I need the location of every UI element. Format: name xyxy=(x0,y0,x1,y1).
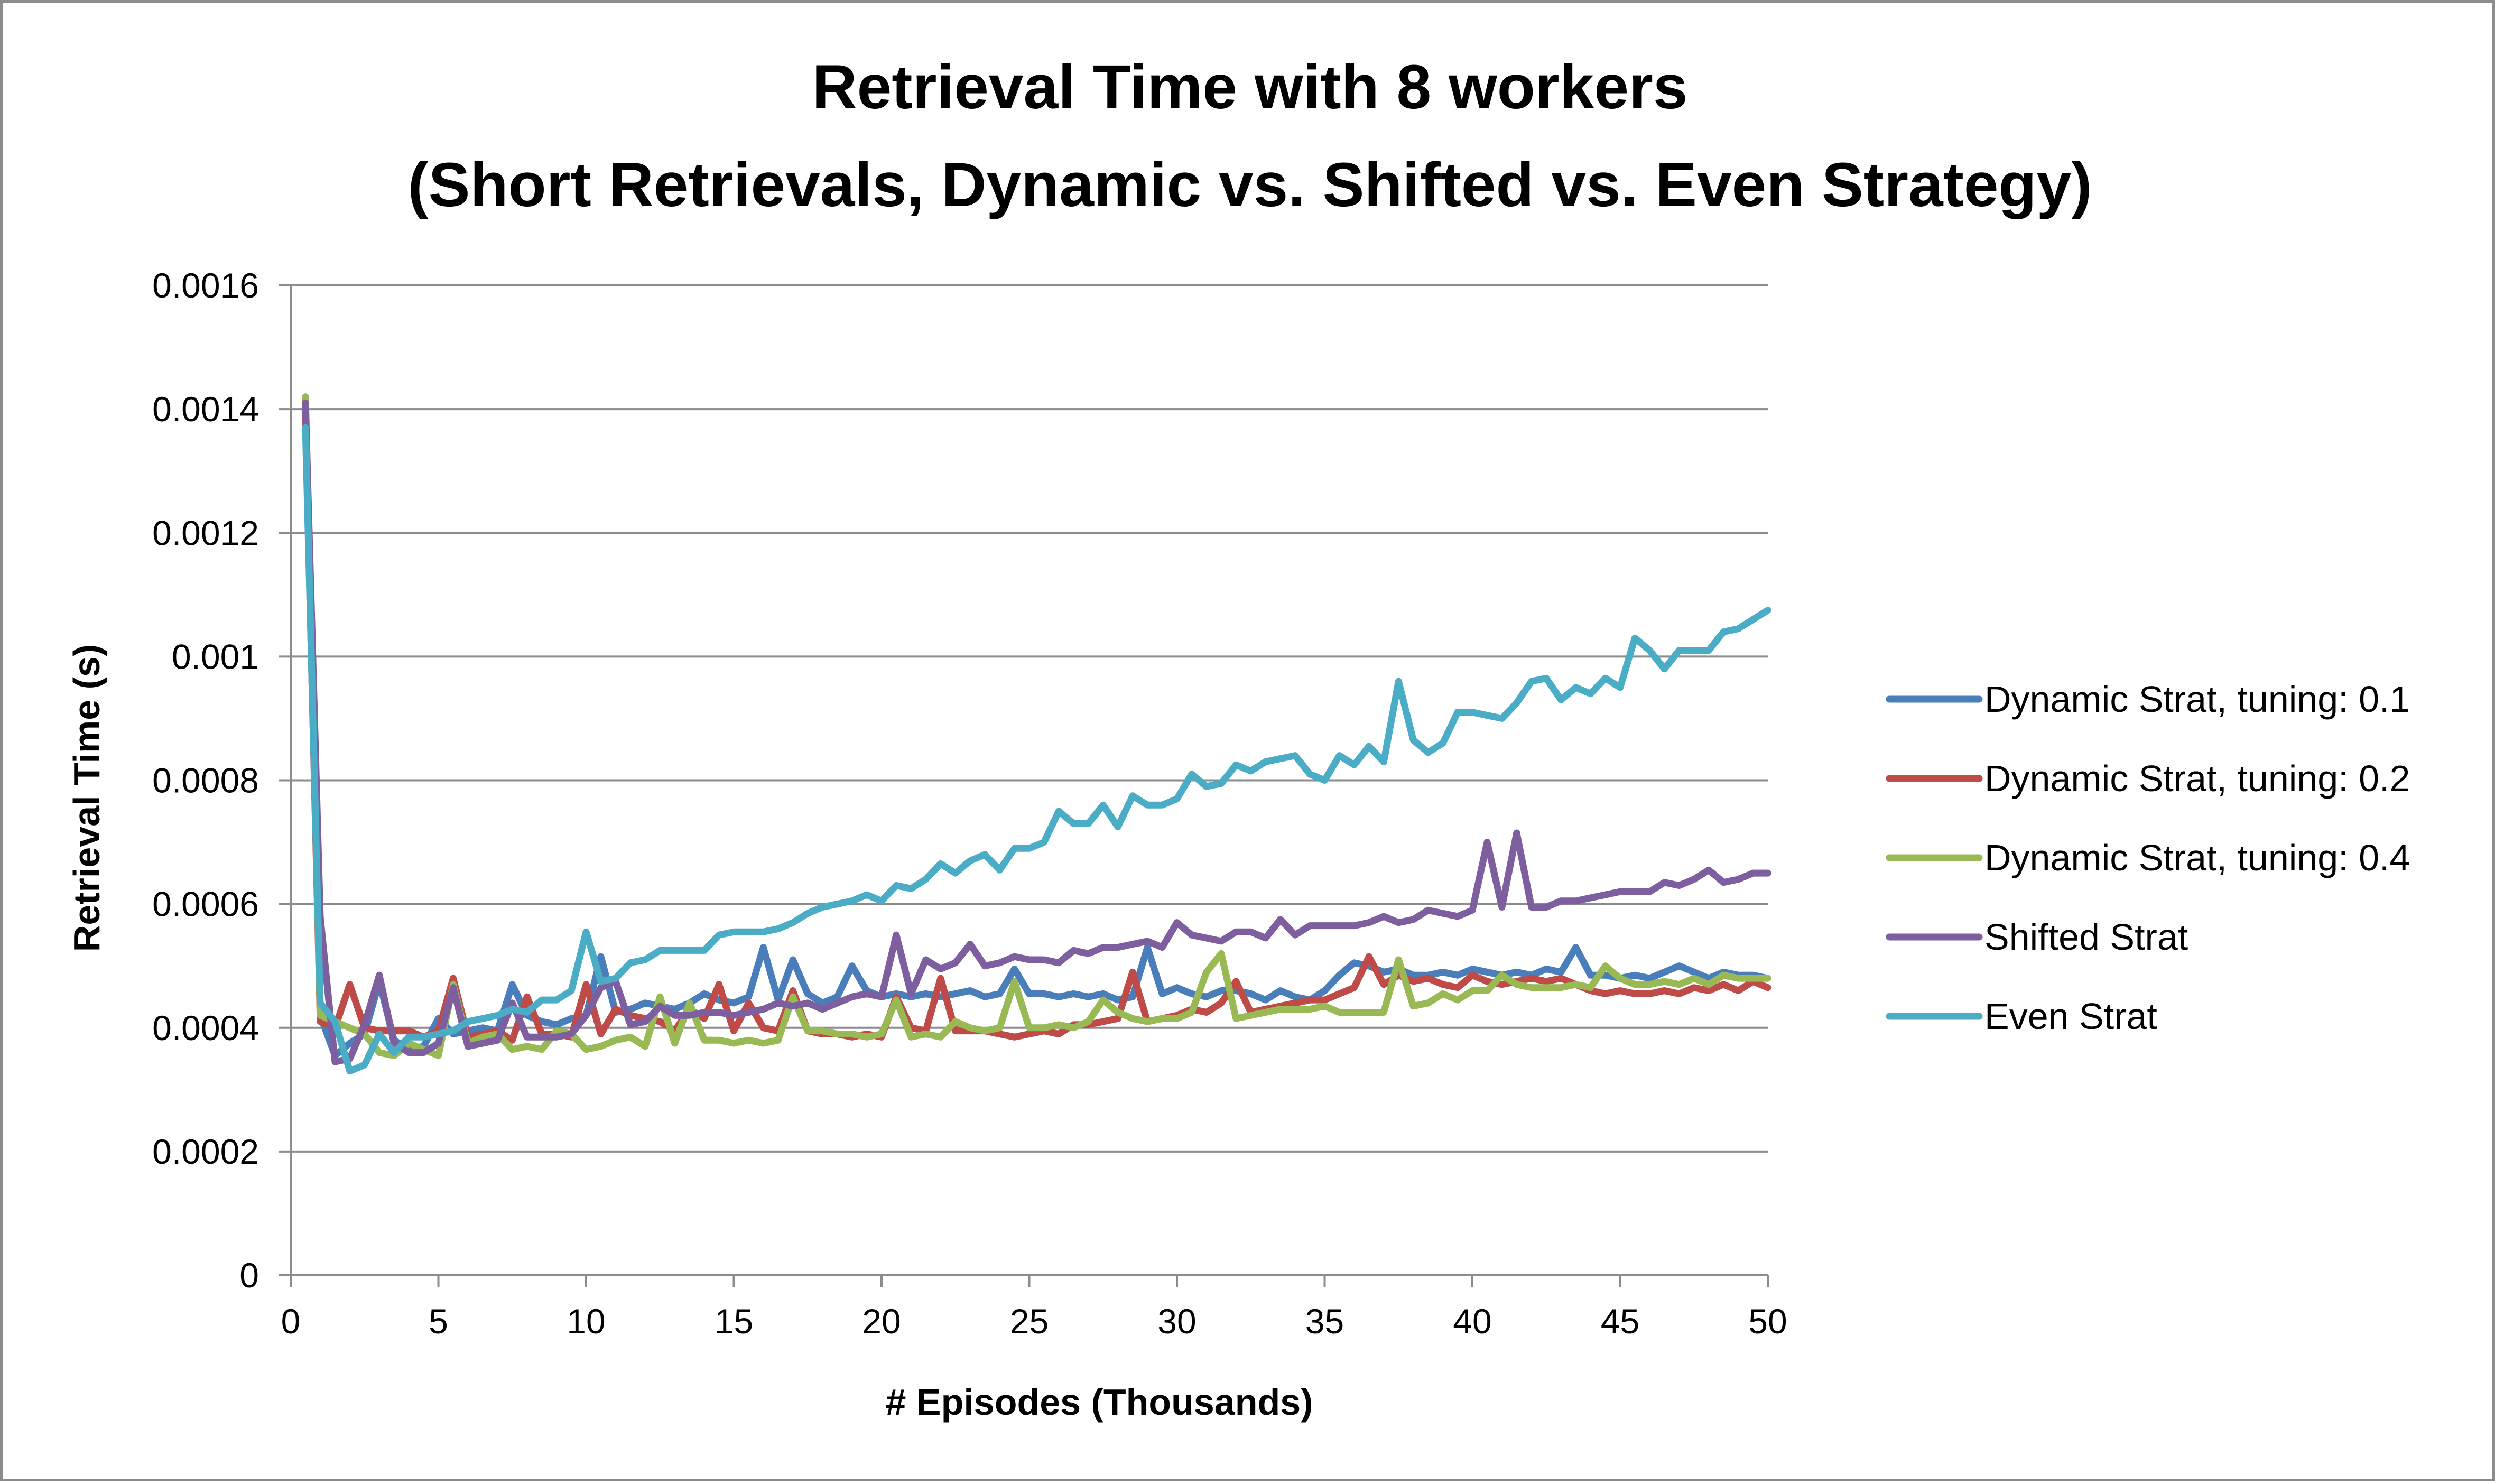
legend-label: Shifted Strat xyxy=(1984,916,2188,958)
line-chart: Retrieval Time with 8 workers (Short Ret… xyxy=(66,52,2410,1423)
x-tick-labels: 0 5 10 15 20 25 30 35 40 45 50 xyxy=(281,1302,1787,1341)
x-tick-label: 10 xyxy=(567,1302,605,1341)
series-line-5 xyxy=(302,424,1771,1075)
series-line-4 xyxy=(302,399,1771,1065)
y-tick-label: 0 xyxy=(239,1256,259,1295)
series-lines xyxy=(302,393,1771,1075)
y-tick-label: 0.0014 xyxy=(152,389,259,429)
x-tick-label: 0 xyxy=(281,1302,301,1341)
series-line-1 xyxy=(302,399,1771,1059)
series-line-2 xyxy=(302,412,1771,1044)
y-axis-title: Retrieval Time (s) xyxy=(66,644,107,952)
y-tick-labels: 0 0.0002 0.0004 0.0006 0.0008 0.001 0.0012 0.00… xyxy=(152,266,259,1295)
x-tick-label: 40 xyxy=(1453,1302,1491,1341)
x-tick-label: 50 xyxy=(1748,1302,1787,1341)
y-tick-label: 0.0008 xyxy=(152,761,259,800)
legend-label: Dynamic Strat, tuning: 0.2 xyxy=(1984,758,2410,799)
x-tick-label: 30 xyxy=(1157,1302,1196,1341)
x-tick-label: 5 xyxy=(429,1302,448,1341)
chart-subtitle: (Short Retrievals, Dynamic vs. Shifted v… xyxy=(407,150,2092,220)
x-tick-label: 35 xyxy=(1305,1302,1344,1341)
y-tick-label: 0.0016 xyxy=(152,266,259,305)
x-tick-label: 15 xyxy=(715,1302,753,1341)
y-tick-label: 0.0012 xyxy=(152,513,259,552)
x-axis-title: # Episodes (Thousands) xyxy=(886,1381,1313,1423)
y-tick-label: 0.001 xyxy=(172,637,259,676)
legend-label: Dynamic Strat, tuning: 0.1 xyxy=(1984,679,2410,720)
axes xyxy=(279,284,1769,1287)
legend-label: Even Strat xyxy=(1984,996,2157,1037)
x-tick-label: 20 xyxy=(862,1302,901,1341)
y-tick-label: 0.0006 xyxy=(152,885,259,924)
y-tick-label: 0.0004 xyxy=(152,1008,259,1047)
x-tick-label: 25 xyxy=(1010,1302,1049,1341)
chart-title: Retrieval Time with 8 workers xyxy=(812,52,1687,122)
x-tick-label: 45 xyxy=(1601,1302,1639,1341)
y-tick-label: 0.0002 xyxy=(152,1132,259,1171)
legend: Dynamic Strat, tuning: 0.1 Dynamic Strat,… xyxy=(1886,679,2410,1037)
legend-label: Dynamic Strat, tuning: 0.4 xyxy=(1984,837,2410,878)
